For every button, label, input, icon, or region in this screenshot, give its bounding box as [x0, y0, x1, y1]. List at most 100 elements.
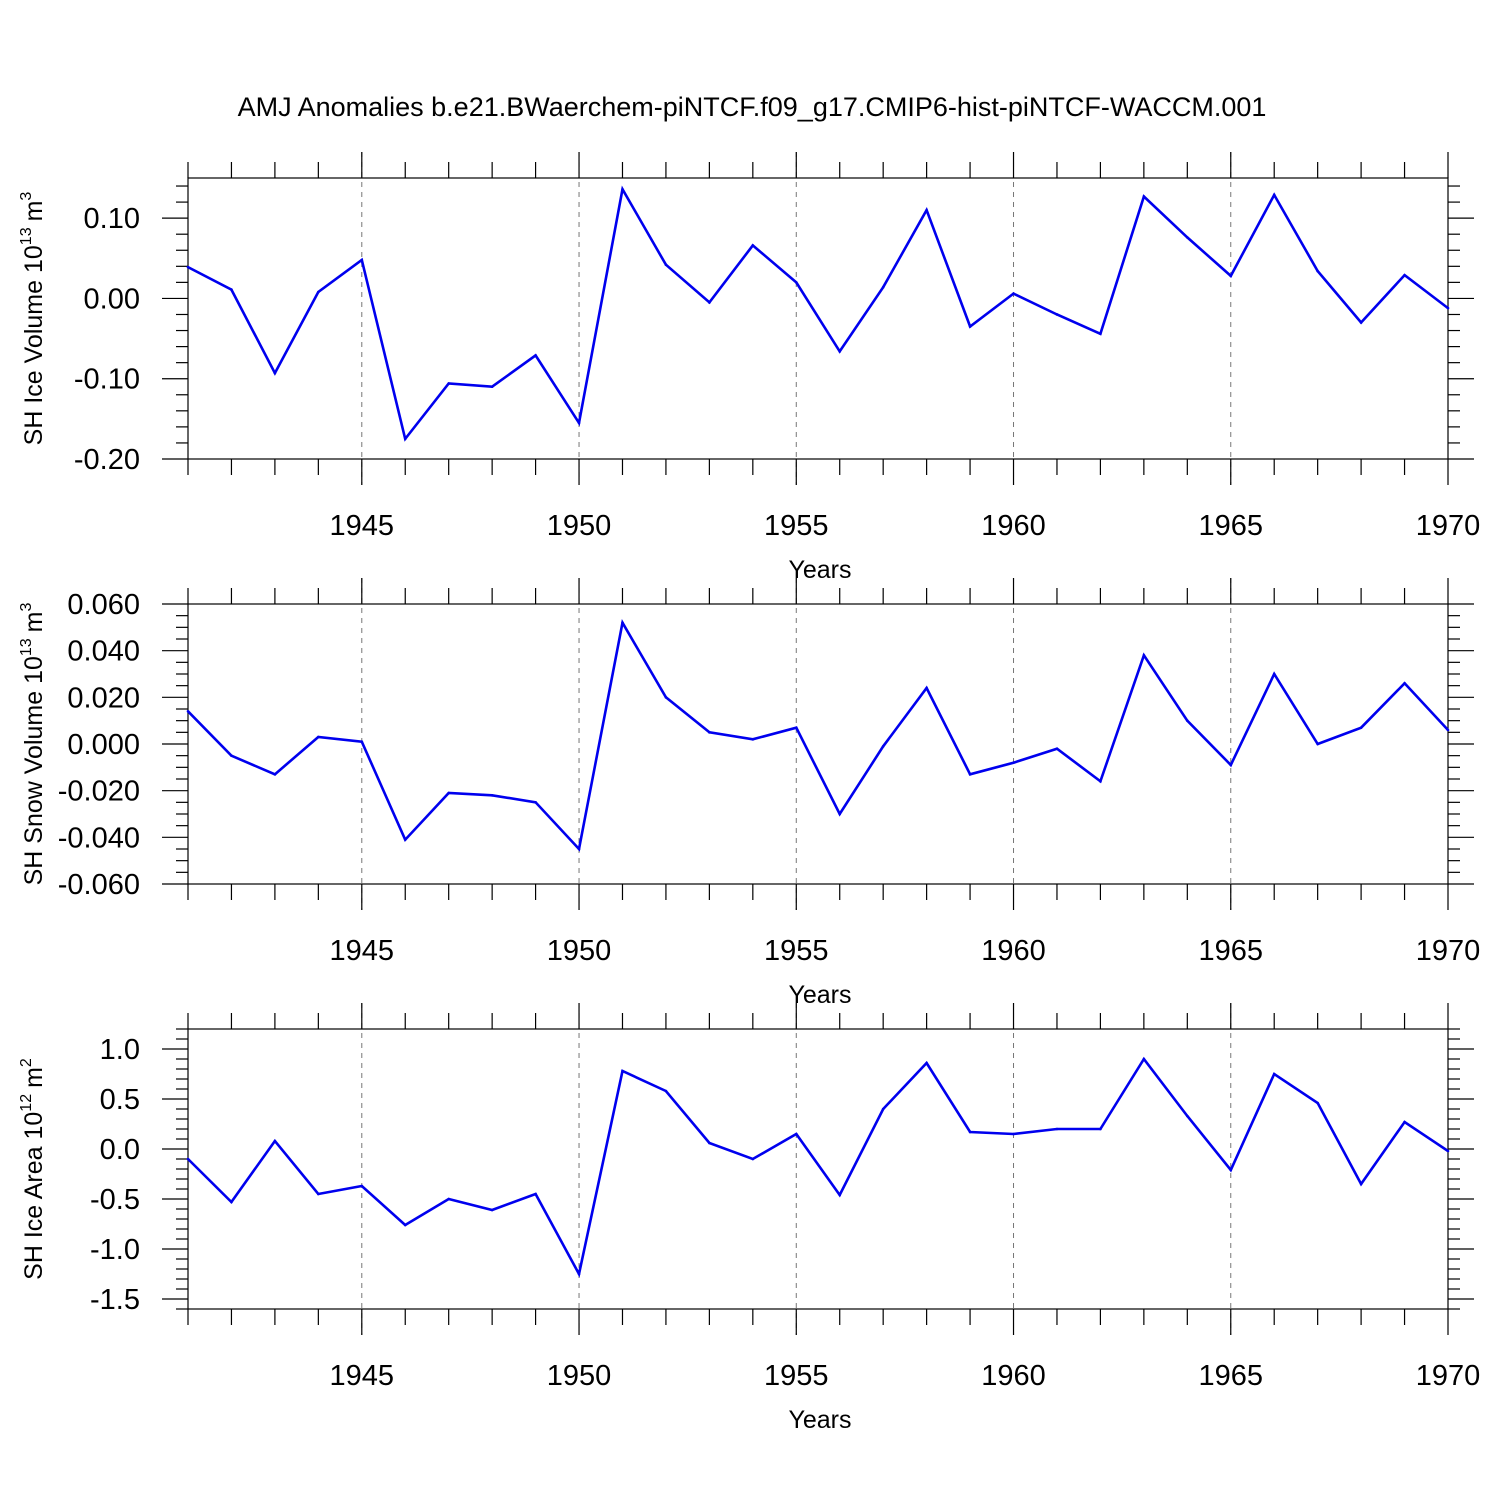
- data-point: [1229, 274, 1233, 278]
- y-axis-label-exponent: 12: [18, 1094, 35, 1112]
- y-axis-label-exponent: 13: [18, 638, 35, 656]
- data-point: [577, 421, 581, 425]
- y-axis-label-unit-exponent: 3: [18, 192, 35, 201]
- data-point: [490, 385, 494, 389]
- series-line: [187, 1056, 1449, 1278]
- y-tick-label: 0.000: [67, 729, 140, 761]
- x-tick-label: 1960: [981, 1360, 1046, 1392]
- data-point: [1446, 1149, 1450, 1153]
- y-tick-label: 0.0: [100, 1134, 140, 1166]
- data-point: [1099, 332, 1102, 336]
- data-point: [838, 350, 842, 353]
- y-tick-label: 0.10: [84, 203, 140, 235]
- data-point: [794, 281, 798, 284]
- data-point: [1142, 1057, 1146, 1061]
- data-point: [1229, 1168, 1233, 1172]
- data-point: [186, 265, 190, 269]
- data-point: [881, 1107, 885, 1111]
- y-tick-label: -0.20: [74, 444, 140, 476]
- data-point: [1316, 742, 1319, 746]
- data-point: [794, 726, 798, 729]
- data-point: [925, 686, 928, 690]
- data-point: [447, 791, 450, 795]
- data-point: [1186, 1114, 1189, 1118]
- data-point: [360, 1184, 364, 1188]
- x-axis-label: Years: [788, 1406, 851, 1434]
- y-tick-label: -0.020: [58, 776, 140, 808]
- data-point: [751, 738, 755, 741]
- x-tick-label: 1970: [1416, 510, 1481, 542]
- y-tick-label: -0.040: [58, 822, 140, 854]
- x-tick-label: 1950: [547, 935, 612, 967]
- data-point: [968, 325, 972, 328]
- y-tick-label: 0.040: [67, 636, 140, 668]
- x-axis-label: Years: [788, 981, 851, 1009]
- data-point: [1359, 1182, 1363, 1186]
- data-point: [317, 290, 320, 294]
- data-point: [403, 838, 407, 841]
- data-point: [1272, 672, 1276, 676]
- y-tick-label: -0.060: [58, 869, 140, 901]
- data-point: [490, 1208, 494, 1212]
- data-point: [1055, 747, 1059, 750]
- data-point: [838, 1193, 842, 1197]
- data-point: [1229, 763, 1233, 767]
- data-point: [273, 773, 277, 776]
- y-axis-label-unit-exponent: 2: [18, 1058, 35, 1067]
- data-point: [1446, 306, 1450, 310]
- data-point: [925, 1061, 928, 1065]
- x-tick-label: 1955: [764, 510, 829, 542]
- data-point: [968, 773, 972, 776]
- data-point: [751, 1157, 755, 1161]
- data-point: [447, 382, 450, 385]
- y-axis-label-text: SH Ice Volume 10: [20, 245, 48, 445]
- data-point: [230, 288, 233, 291]
- data-point: [1012, 292, 1015, 295]
- x-tick-label: 1950: [547, 1360, 612, 1392]
- data-point: [1403, 273, 1406, 277]
- y-axis-label-unit: m: [20, 201, 48, 222]
- y-axis-label-unit-exponent: 3: [18, 602, 35, 611]
- data-point: [1186, 719, 1189, 722]
- data-point: [751, 244, 755, 247]
- data-point: [708, 731, 711, 734]
- data-point: [1403, 1120, 1406, 1124]
- series-line: [187, 185, 1449, 442]
- x-tick-label: 1960: [981, 935, 1046, 967]
- data-point: [1099, 1127, 1102, 1131]
- y-axis-label-unit: m: [20, 1067, 48, 1088]
- x-tick-label: 1945: [330, 510, 395, 542]
- data-point: [708, 1141, 711, 1145]
- data-point: [1272, 193, 1276, 197]
- data-point: [403, 437, 407, 441]
- data-point: [1142, 195, 1146, 198]
- y-axis-label-text: SH Ice Area 10: [20, 1112, 48, 1280]
- panel-3: -1.5 -1.0 -0.5 0.0 0.5 1.0 1945 1950 1955 1960 196…: [18, 1003, 1480, 1434]
- x-tick-label: 1965: [1199, 935, 1264, 967]
- data-point: [1446, 728, 1450, 732]
- x-tick-label: 1955: [764, 935, 829, 967]
- x-tick-label: 1965: [1199, 1360, 1264, 1392]
- y-tick-label: -0.5: [90, 1184, 140, 1216]
- data-point: [838, 812, 842, 816]
- data-point: [534, 801, 537, 804]
- data-point: [1055, 313, 1059, 316]
- x-tick-label: 1970: [1416, 1360, 1481, 1392]
- data-point: [664, 263, 668, 267]
- data-point: [1359, 321, 1363, 324]
- data-point: [1272, 1072, 1276, 1076]
- data-point: [360, 258, 364, 262]
- data-point: [621, 621, 624, 624]
- y-axis-label-unit: m: [20, 611, 48, 632]
- data-point: [621, 1069, 624, 1073]
- data-point: [881, 745, 885, 748]
- data-point: [447, 1197, 450, 1201]
- data-point: [1099, 780, 1102, 783]
- data-point: [1012, 761, 1015, 764]
- data-point: [708, 301, 711, 304]
- data-point: [230, 754, 233, 757]
- y-tick-label: -1.0: [90, 1234, 140, 1266]
- data-point: [1055, 1127, 1059, 1131]
- data-point: [1186, 236, 1189, 239]
